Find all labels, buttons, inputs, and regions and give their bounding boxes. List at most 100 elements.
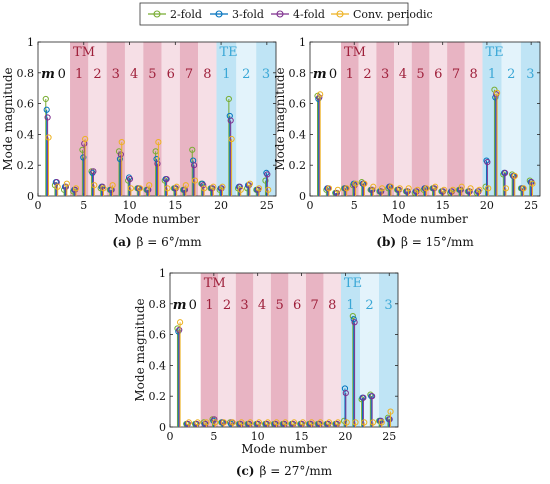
legend-label: 3-fold xyxy=(232,8,264,21)
x-tick-label: 15 xyxy=(295,430,309,443)
te-band xyxy=(482,42,502,196)
tm-band xyxy=(464,42,483,196)
order-label-tm2: 2 xyxy=(223,298,231,313)
y-tick-label: 0.2 xyxy=(17,159,35,172)
legend-label: 2-fold xyxy=(170,8,202,21)
panel-caption: (c) β = 27°/mm xyxy=(236,464,333,478)
stem-marker xyxy=(484,159,491,166)
tm-band xyxy=(179,42,199,196)
y-tick-label: 0.2 xyxy=(149,390,167,403)
series-conv-periodic xyxy=(317,89,536,196)
order-label-te1: 1 xyxy=(222,67,230,82)
stem-marker xyxy=(42,95,49,103)
stem-marker xyxy=(440,186,448,193)
tm-band xyxy=(358,42,377,196)
stem-marker xyxy=(219,183,226,190)
stem-marker xyxy=(333,189,341,197)
te-group-label: TE xyxy=(486,45,504,60)
stem-marker xyxy=(43,106,50,113)
x-tick-label: 10 xyxy=(251,430,265,443)
stem-marker xyxy=(54,183,61,190)
order-label-tm7: 7 xyxy=(185,67,193,82)
stem-marker xyxy=(458,183,465,190)
mode-order-symbol: m xyxy=(313,67,327,82)
stem-marker xyxy=(90,168,97,175)
tm-band xyxy=(200,273,219,427)
caption-letter: (a) xyxy=(112,235,131,249)
y-tick-label: 1 xyxy=(27,36,34,49)
x-tick-label: 10 xyxy=(391,199,405,212)
legend-item-3-fold: 3-fold xyxy=(210,8,264,21)
order-label-tm8: 8 xyxy=(470,67,478,82)
stem-marker xyxy=(225,95,232,103)
order-label-tm1: 1 xyxy=(205,298,213,313)
y-tick-label: 1 xyxy=(159,267,166,280)
stem-marker xyxy=(352,419,359,426)
stem-marker xyxy=(369,393,376,400)
stem-marker xyxy=(247,419,254,426)
stem-marker xyxy=(404,188,411,195)
stem-marker xyxy=(163,175,170,183)
order-label-tm0: 0 xyxy=(189,298,197,313)
stem-marker xyxy=(334,186,341,193)
stem-marker xyxy=(45,134,52,141)
stem-marker xyxy=(493,89,501,96)
order-label-te2: 2 xyxy=(242,67,250,82)
tm-band xyxy=(305,273,324,427)
series-4-fold xyxy=(44,114,271,196)
order-label-tm1: 1 xyxy=(75,67,83,82)
legend-item-conv-periodic: Conv. periodic xyxy=(331,8,433,21)
y-axis-label: Mode magnitude xyxy=(133,298,147,401)
tm-band xyxy=(288,273,306,427)
stem-marker xyxy=(432,183,439,190)
order-label-tm6: 6 xyxy=(167,67,175,82)
stem-marker xyxy=(349,313,356,320)
te-group-label: TE xyxy=(220,45,238,60)
legend-label: 4-fold xyxy=(293,8,325,21)
stem-marker xyxy=(127,185,135,192)
y-tick-label: 0.4 xyxy=(289,128,307,141)
order-label-tm3: 3 xyxy=(381,67,389,82)
tm-band xyxy=(218,273,236,427)
mode-order-symbol: m xyxy=(173,298,187,313)
stem-marker xyxy=(343,185,350,192)
order-label-te3: 3 xyxy=(526,67,534,82)
y-axis-label: Mode magnitude xyxy=(273,67,287,170)
stem-marker xyxy=(501,169,509,176)
stem-marker xyxy=(466,188,473,195)
stem-marker xyxy=(201,185,208,192)
stem-marker xyxy=(282,419,289,426)
stem-marker xyxy=(369,186,376,193)
stem-marker xyxy=(485,185,492,192)
stem-marker xyxy=(125,177,132,184)
mode-bands xyxy=(70,42,276,196)
tm-band xyxy=(411,42,430,196)
stem-marker xyxy=(378,185,386,192)
order-label-te3: 3 xyxy=(384,298,392,313)
y-tick-label: 0 xyxy=(299,190,306,203)
stem-marker xyxy=(352,180,359,187)
stem-marker xyxy=(176,326,183,334)
y-tick-label: 0 xyxy=(159,421,166,434)
tm-band xyxy=(235,273,254,427)
stem-marker xyxy=(369,419,377,426)
order-label-tm2: 2 xyxy=(93,67,101,82)
tm-band xyxy=(323,273,341,427)
stem-marker xyxy=(117,151,124,158)
legend-label: Conv. periodic xyxy=(353,8,433,21)
x-tick-label: 5 xyxy=(351,199,358,212)
stem-marker xyxy=(210,183,217,190)
tm-group-label: TM xyxy=(73,45,95,60)
x-tick-label: 0 xyxy=(167,430,174,443)
stem-marker xyxy=(62,183,70,190)
stem-marker xyxy=(238,419,245,426)
tm-band xyxy=(198,42,217,196)
stem-marker xyxy=(109,182,116,189)
order-label-tm3: 3 xyxy=(112,67,120,82)
stem-marker xyxy=(264,419,271,426)
order-label-te2: 2 xyxy=(507,67,515,82)
stem-marker xyxy=(414,186,421,193)
stem-marker xyxy=(449,186,456,193)
stem-marker xyxy=(237,186,244,193)
